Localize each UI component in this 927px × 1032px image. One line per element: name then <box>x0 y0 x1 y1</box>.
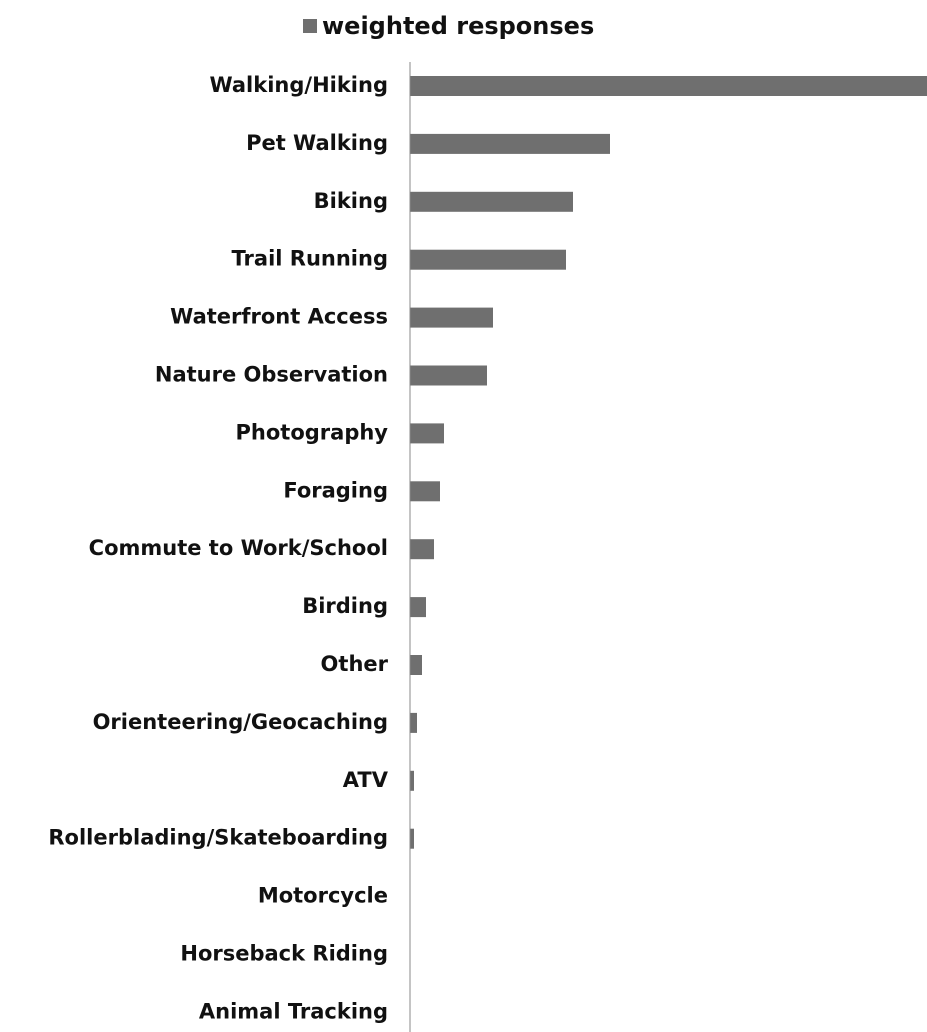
bar <box>410 539 434 560</box>
legend-label: weighted responses <box>322 12 594 40</box>
bar <box>410 76 927 96</box>
y-tick-label: Pet Walking <box>246 131 388 155</box>
y-tick-label: ATV <box>343 768 389 792</box>
y-tick-label: Rollerblading/Skateboarding <box>48 826 388 850</box>
y-tick-label: Other <box>321 652 389 676</box>
bar <box>410 423 444 444</box>
y-tick-label: Commute to Work/School <box>89 536 388 560</box>
y-tick-label: Motorcycle <box>258 884 388 908</box>
y-tick-label: Photography <box>236 420 389 444</box>
y-tick-label: Foraging <box>283 478 388 502</box>
legend: weighted responses <box>303 12 594 40</box>
y-tick-label: Horseback Riding <box>180 942 388 966</box>
bar <box>410 828 414 849</box>
y-tick-label: Birding <box>302 594 388 618</box>
bar <box>410 655 422 675</box>
y-tick-label: Walking/Hiking <box>209 73 388 97</box>
bar <box>410 597 426 618</box>
bar <box>410 133 610 154</box>
bar <box>410 249 566 270</box>
y-tick-label: Biking <box>314 189 388 213</box>
bar <box>410 712 417 733</box>
y-tick-label: Orienteering/Geocaching <box>93 710 388 734</box>
bar <box>410 481 440 502</box>
y-tick-label: Waterfront Access <box>170 305 388 329</box>
bar <box>410 191 573 212</box>
legend-swatch <box>303 19 317 33</box>
y-tick-label: Animal Tracking <box>199 999 388 1023</box>
bar <box>410 365 487 386</box>
y-tick-label: Trail Running <box>232 247 388 271</box>
bar <box>410 307 493 328</box>
bar <box>410 770 414 791</box>
y-tick-label: Nature Observation <box>155 363 388 387</box>
